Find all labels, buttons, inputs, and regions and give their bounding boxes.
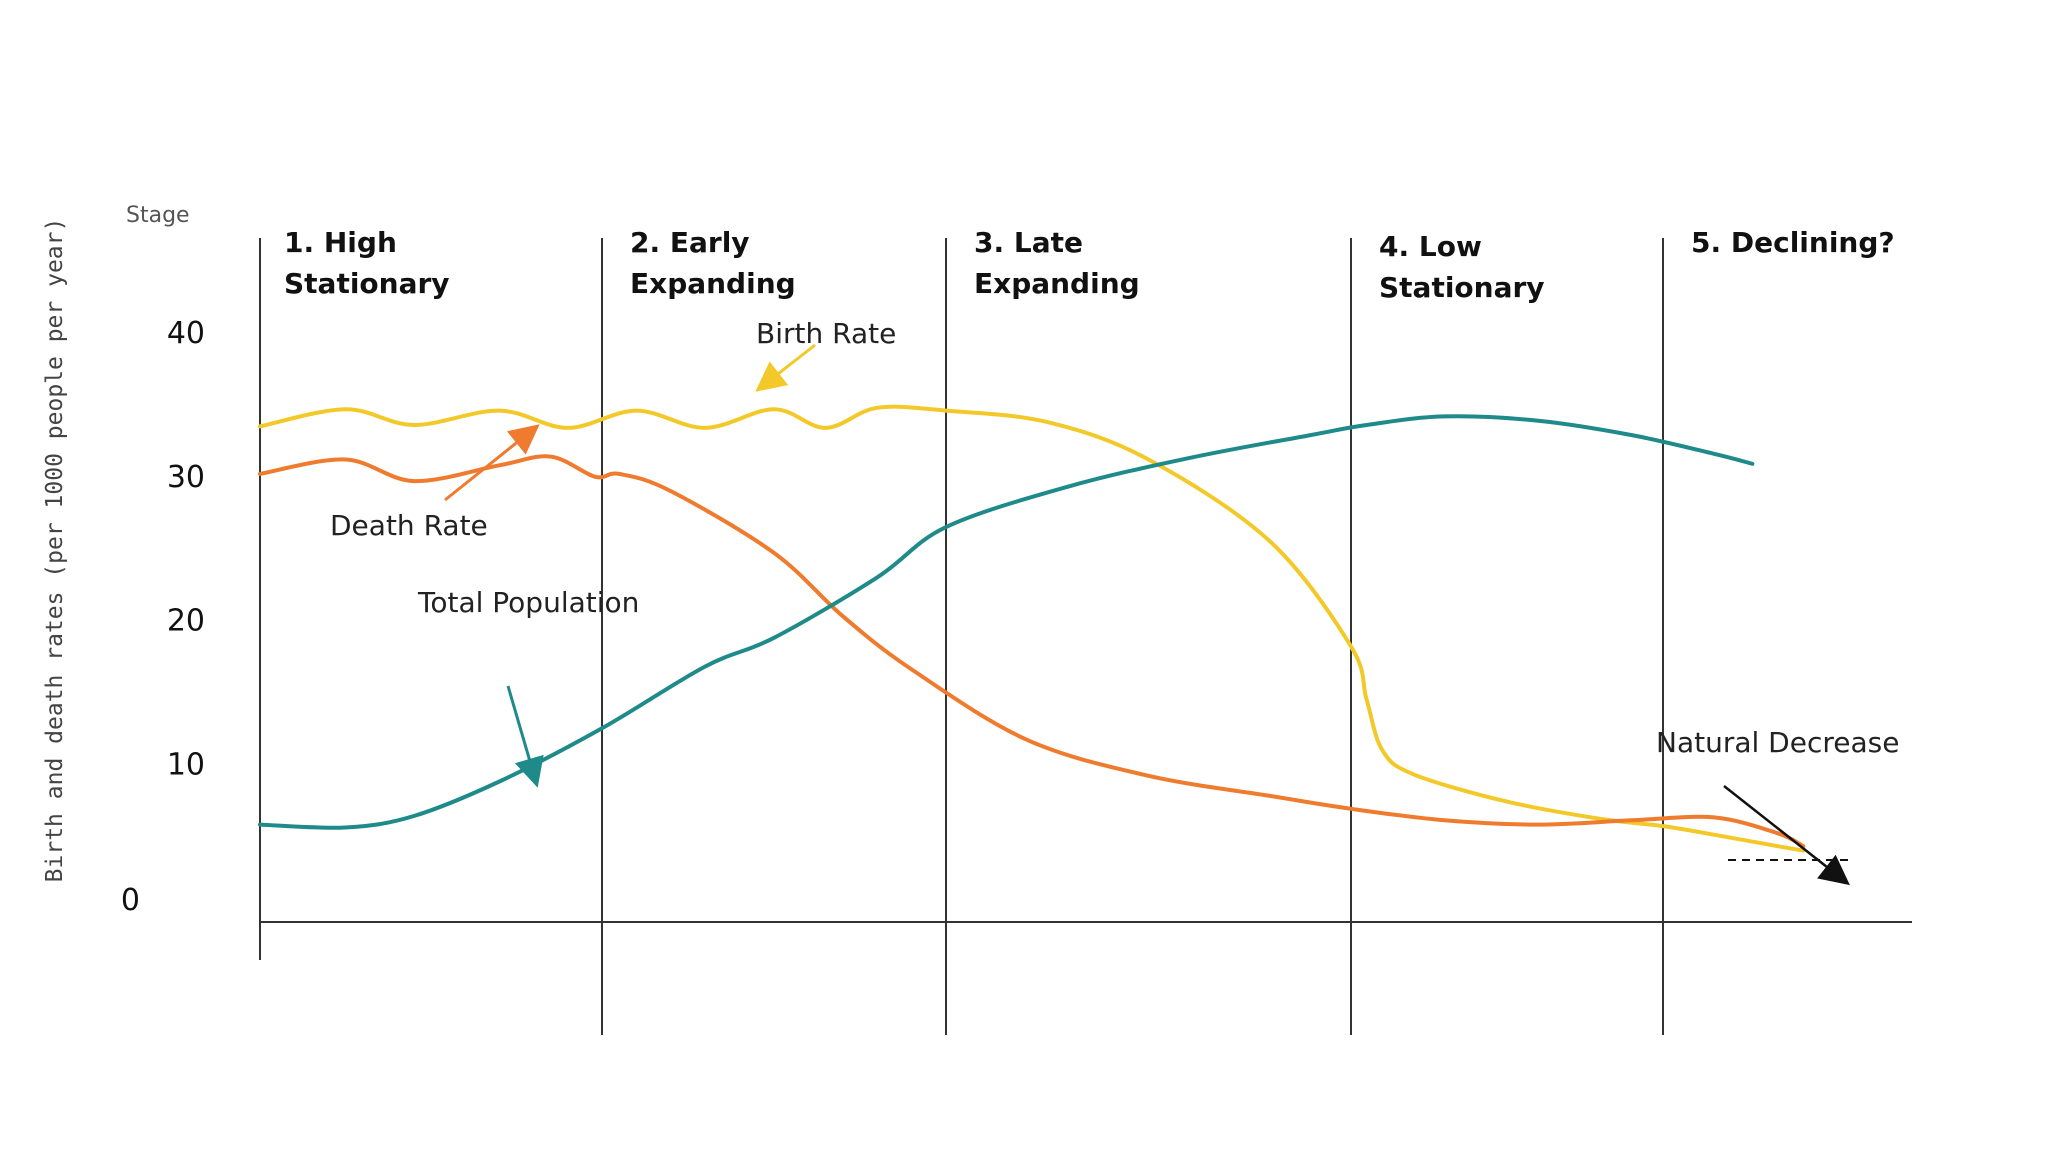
stage-label-4: 4. Low bbox=[1379, 230, 1482, 263]
stage-label-5: 5. Declining? bbox=[1691, 226, 1895, 259]
series-group bbox=[258, 404, 1806, 853]
death-rate-annotation: Death Rate bbox=[330, 509, 488, 542]
birth-rate-arrow bbox=[755, 343, 816, 392]
y-tick-label-10: 10 bbox=[167, 747, 205, 782]
natural-decrease-arrow bbox=[1723, 785, 1850, 886]
death-rate-line bbox=[258, 454, 1806, 849]
y-tick-label-20: 20 bbox=[167, 604, 205, 639]
stage-sublabel-2: Expanding bbox=[630, 267, 796, 300]
birth-rate-line bbox=[258, 404, 1806, 853]
y-tick-labels: 0 10 20 30 40 bbox=[121, 316, 205, 918]
y-axis-title: Birth and death rates (per 1000 people p… bbox=[42, 218, 68, 883]
y-tick-label-30: 30 bbox=[167, 460, 205, 495]
axes bbox=[259, 238, 1912, 1035]
y-tick-label-0: 0 bbox=[121, 883, 140, 918]
stage-label-1: 1. High bbox=[284, 226, 397, 259]
death-rate-arrow bbox=[444, 424, 540, 502]
stage-label-3: 3. Late bbox=[974, 226, 1083, 259]
annotations: Birth Rate Death Rate Total Population N… bbox=[330, 317, 1899, 886]
y-tick-label-40: 40 bbox=[167, 316, 205, 351]
stage-sublabel-4: Stationary bbox=[1379, 271, 1545, 304]
birth-rate-annotation: Birth Rate bbox=[756, 317, 896, 350]
total-population-line bbox=[258, 414, 1755, 830]
natural-decrease-annotation: Natural Decrease bbox=[1656, 726, 1899, 759]
stage-sublabel-3: Expanding bbox=[974, 267, 1140, 300]
stage-labels: 1. High Stationary 2. Early Expanding 3. Lat… bbox=[284, 226, 1895, 304]
stage-label-2: 2. Early bbox=[630, 226, 750, 259]
stage-sublabel-1: Stationary bbox=[284, 267, 450, 300]
total-population-arrow bbox=[506, 685, 544, 788]
stage-corner-label: Stage bbox=[126, 203, 190, 228]
total-population-annotation: Total Population bbox=[417, 586, 639, 619]
